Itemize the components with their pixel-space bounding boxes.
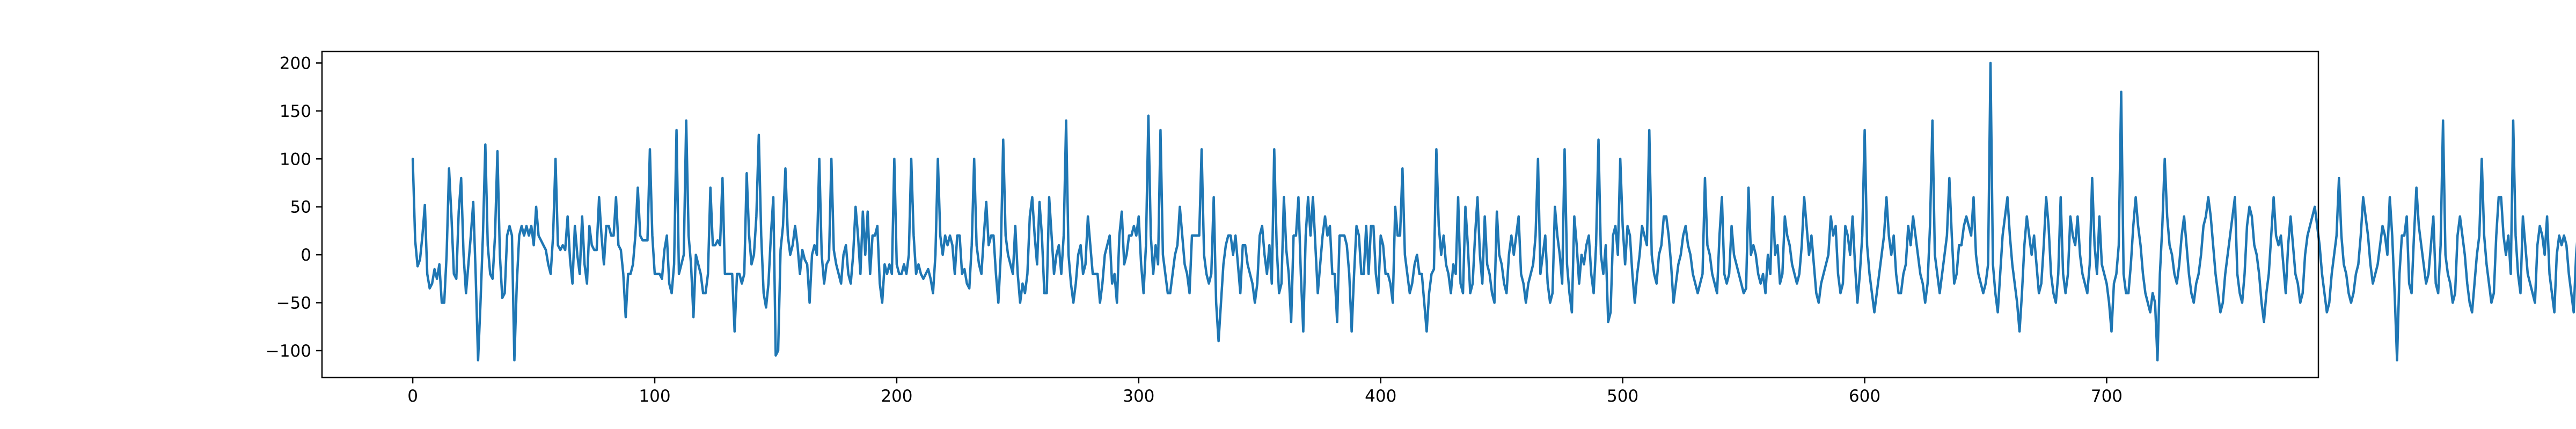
y-tick-label: 0 <box>301 246 311 265</box>
y-tick-label: 50 <box>290 198 311 217</box>
y-tick-label: 200 <box>280 54 311 73</box>
x-tick-label: 0 <box>407 387 418 406</box>
series-line-0 <box>411 62 2576 362</box>
axis-ticks: 0 100 200 300 400 500 600 700 −100 −50 0 50 100 150 20… <box>266 54 2123 406</box>
x-tick-label: 600 <box>1849 387 1880 406</box>
x-tick-label: 400 <box>1365 387 1396 406</box>
axes-frame <box>321 50 2319 379</box>
y-tick-label: −100 <box>266 342 311 361</box>
x-tick-label: 500 <box>1607 387 1638 406</box>
x-tick-label: 700 <box>2091 387 2123 406</box>
y-tick-label: 100 <box>280 150 311 169</box>
x-tick-label: 300 <box>1123 387 1154 406</box>
y-tick-label: 150 <box>280 102 311 121</box>
x-tick-label: 100 <box>639 387 670 406</box>
plot-area <box>411 62 2576 362</box>
x-tick-label: 200 <box>881 387 912 406</box>
y-tick-label: −50 <box>276 294 311 313</box>
